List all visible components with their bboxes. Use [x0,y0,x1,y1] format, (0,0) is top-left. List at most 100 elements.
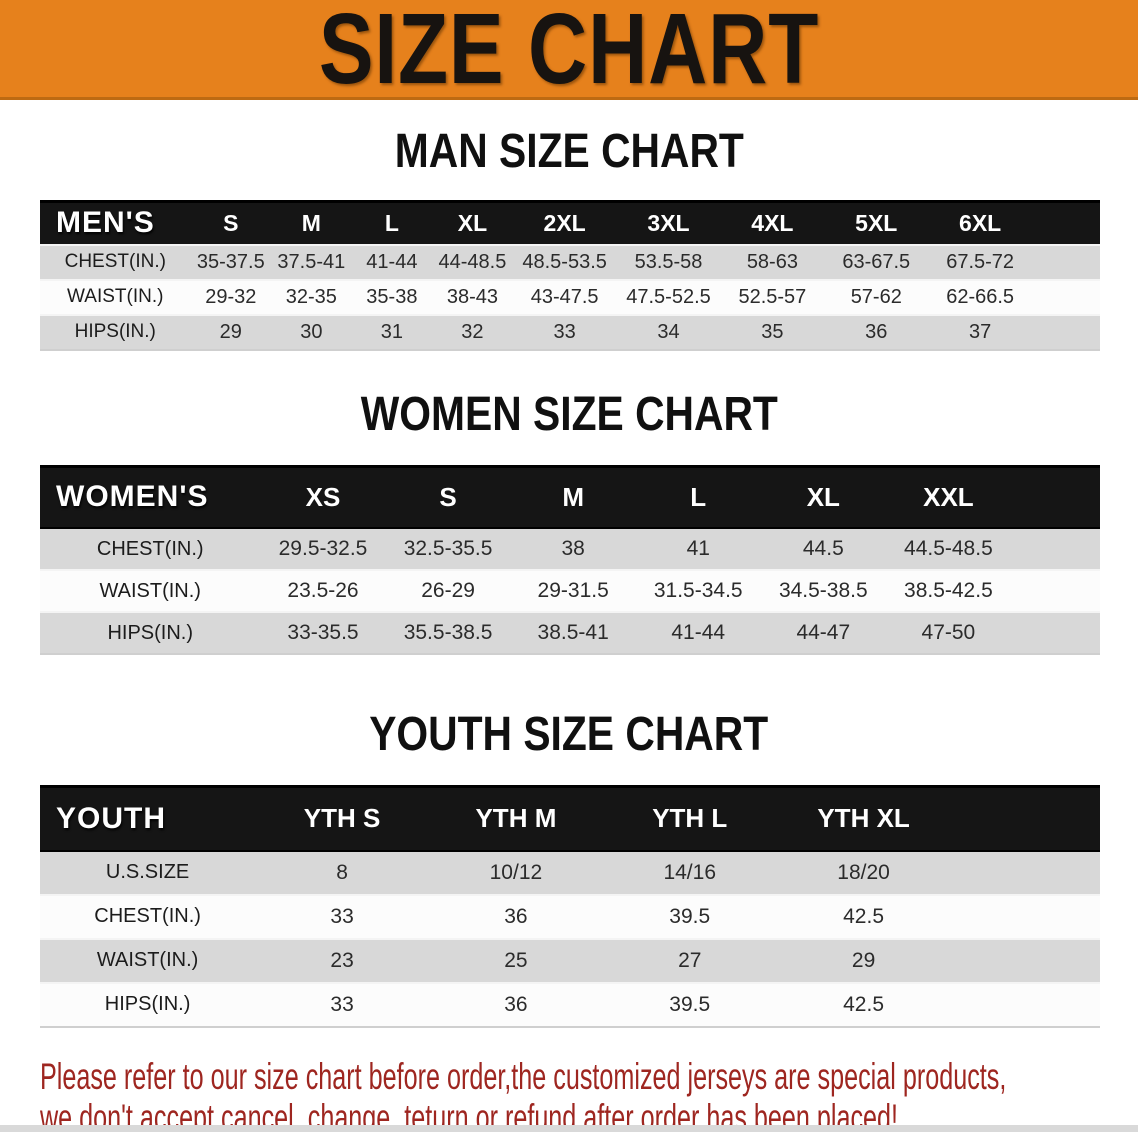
size-value-cell: 42.5 [843,992,884,1016]
size-value-cell: 44.5-48.5 [904,537,993,560]
spacer-cell [950,785,1100,852]
size-value-cell: 33-35.5 [287,621,359,644]
row-label: WAIST(IN.) [96,949,199,971]
disclaimer-note: Please refer to our size chart before or… [40,1056,1138,1132]
size-value-cell: 47.5-52.5 [626,285,711,308]
size-value-cell: 35 [761,320,784,343]
women-section-heading: WOMEN SIZE CHART [0,390,1138,439]
size-value-cell: 35.5-38.5 [403,621,493,644]
size-value-cell: 23.5-26 [287,579,359,602]
size-value-cell: 8 [336,860,348,884]
size-value-cell: 29-31.5 [537,579,609,602]
title-banner: SIZE CHART [0,0,1138,100]
youth-size-col-header-s: YTH S [255,785,429,852]
spacer-cell [950,939,1100,983]
size-value-cell: 14/16 [663,860,717,884]
size-value-cell: 58-63 [746,250,798,273]
size-value-cell: 44.5 [802,537,844,560]
row-label: WAIST(IN.) [99,579,201,602]
size-value-cell: 38-43 [446,285,498,308]
size-value-cell: 53.5-58 [634,250,703,273]
size-value-cell: 31 [380,320,403,343]
women-size-col-header-xs: XS [260,464,386,529]
size-value-cell: 32.5-35.5 [403,537,493,560]
size-value-cell: 67.5-72 [946,250,1015,273]
size-value-cell: 36 [504,904,528,928]
size-value-cell: 25 [504,948,528,972]
row-label: CHEST(IN.) [94,905,201,927]
mens-table-corner-label: MEN'S [40,200,191,245]
size-value-cell: 35-37.5 [196,250,265,273]
women-size-col-header-s: S [385,464,511,529]
men-hips-row: HIPS(IN.) 29 30 31 32 33 34 35 36 37 [40,314,1100,350]
youth-ussize-row: U.S.SIZE 8 10/12 14/16 18/20 [40,850,1100,895]
size-value-cell: 35-38 [366,285,418,308]
men-size-col-header-3xl: 3XL [616,200,721,245]
size-value-cell: 23 [330,948,354,972]
spacer-cell [1011,612,1100,654]
disclaimer-line-1: Please refer to our size chart before or… [40,1055,1007,1097]
spacer-cell [1011,570,1100,612]
men-section-heading-text: MAN SIZE CHART [394,125,744,178]
size-value-cell: 63-67.5 [842,250,911,273]
size-value-cell: 33 [330,992,354,1016]
size-value-cell: 33 [330,904,354,928]
womens-table-corner-label: WOMEN'S [40,464,261,529]
women-size-col-header-xl: XL [760,464,886,529]
size-value-cell: 30 [300,320,323,343]
size-value-cell: 26-29 [421,579,475,602]
spacer-cell [1032,200,1100,245]
size-value-cell: 44-48.5 [438,250,507,273]
size-value-cell: 52.5-57 [738,285,807,308]
size-value-cell: 32 [461,320,484,343]
youth-table-header-row: YOUTH YTH S YTH M YTH L YTH XL [40,785,1100,852]
row-label: HIPS(IN.) [104,993,191,1015]
women-hips-row: HIPS(IN.) 33-35.5 35.5-38.5 38.5-41 41-4… [40,612,1100,654]
men-size-col-header-s: S [190,200,272,245]
size-value-cell: 10/12 [489,860,543,884]
spacer-cell [950,851,1100,895]
women-waist-row: WAIST(IN.) 23.5-26 26-29 29-31.5 31.5-34… [40,570,1100,612]
size-value-cell: 62-66.5 [946,285,1015,308]
men-size-col-header-2xl: 2XL [512,200,617,245]
size-value-cell: 36 [865,320,888,343]
men-waist-row: WAIST(IN.) 29-32 32-35 35-38 38-43 43-47… [40,279,1100,315]
page-title: SIZE CHART [318,0,820,105]
spacer-cell [1032,315,1100,350]
men-size-col-header-m: M [271,200,352,245]
youth-waist-row: WAIST(IN.) 23 25 27 29 [40,938,1100,983]
size-value-cell: 34 [657,320,680,343]
youth-size-table: YOUTH YTH S YTH M YTH L YTH XL U.S.SIZE … [40,785,1100,1028]
size-value-cell: 41-44 [366,250,418,273]
size-value-cell: 27 [678,948,702,972]
size-value-cell: 33 [553,320,576,343]
size-value-cell: 36 [504,992,528,1016]
youth-section-heading: YOUTH SIZE CHART [0,711,1138,759]
men-size-col-header-l: L [351,200,433,245]
row-label: HIPS(IN.) [74,321,156,342]
size-value-cell: 29 [851,948,876,972]
youth-size-col-header-l: YTH L [602,785,777,852]
size-value-cell: 39.5 [669,904,711,928]
size-value-cell: 39.5 [669,992,711,1016]
men-chest-row: CHEST(IN.) 35-37.5 37.5-41 41-44 44-48.5… [40,244,1100,280]
women-size-col-header-m: M [510,464,636,529]
size-value-cell: 29-32 [205,285,257,308]
row-label: HIPS(IN.) [107,621,194,644]
size-value-cell: 37 [969,320,992,343]
size-value-cell: 29 [219,320,242,343]
men-section-heading: MAN SIZE CHART [0,128,1138,176]
size-value-cell: 47-50 [921,621,976,644]
size-value-cell: 48.5-53.5 [522,250,607,273]
mens-table-header-row: MEN'S S M L XL 2XL 3XL 4XL 5XL 6XL [40,200,1100,245]
youth-size-col-header-m: YTH M [429,785,603,852]
size-value-cell: 29.5-32.5 [278,537,368,560]
women-chest-row: CHEST(IN.) 29.5-32.5 32.5-35.5 38 41 44.… [40,528,1100,570]
bottom-divider-bar [0,1125,1138,1132]
mens-size-table: MEN'S S M L XL 2XL 3XL 4XL 5XL 6XL CHEST… [40,200,1100,351]
size-value-cell: 38.5-41 [537,621,609,644]
men-size-col-header-4xl: 4XL [720,200,825,245]
men-size-col-header-xl: XL [432,200,513,245]
womens-table-header-row: WOMEN'S XS S M L XL XXL [40,464,1100,529]
size-value-cell: 18/20 [837,860,890,884]
